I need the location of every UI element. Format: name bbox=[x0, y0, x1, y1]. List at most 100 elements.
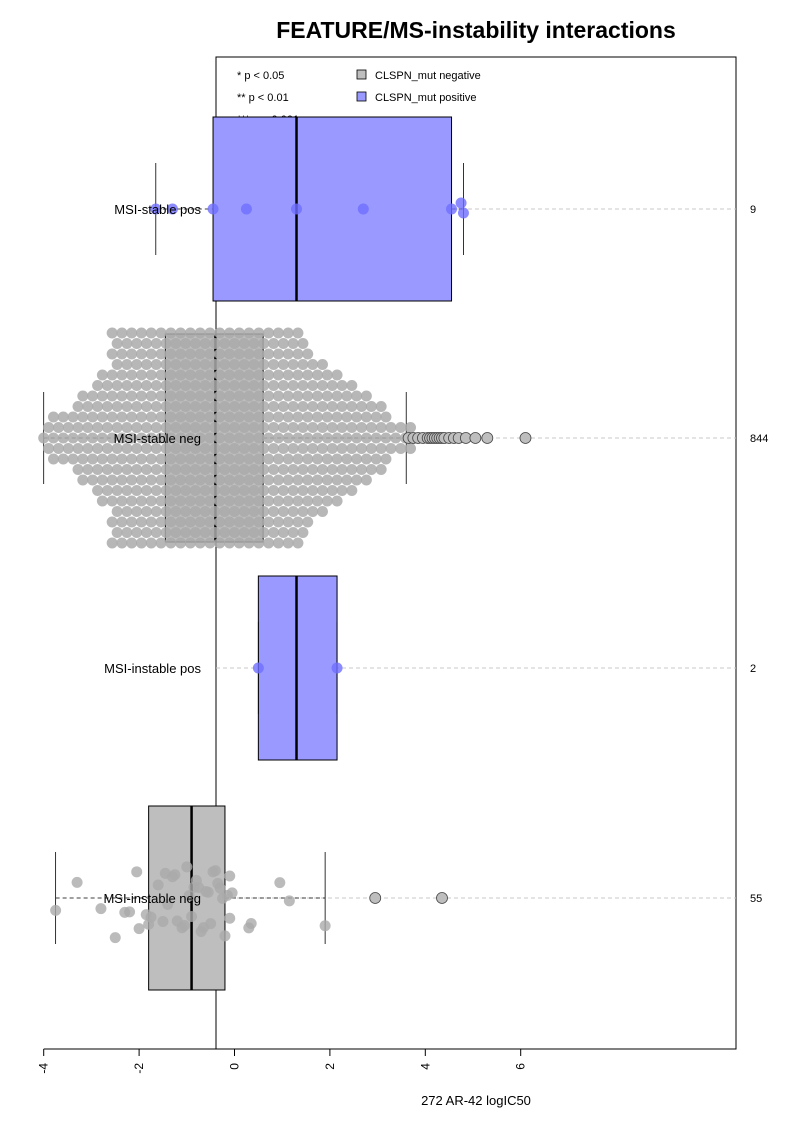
data-point bbox=[170, 527, 182, 538]
data-point bbox=[189, 401, 201, 412]
data-point bbox=[224, 870, 236, 882]
data-point bbox=[194, 348, 206, 360]
data-point bbox=[268, 401, 280, 412]
data-point bbox=[131, 380, 143, 391]
data-point bbox=[180, 359, 192, 370]
data-point bbox=[175, 411, 187, 423]
data-point bbox=[243, 411, 255, 423]
data-point bbox=[155, 348, 167, 360]
data-point bbox=[365, 401, 377, 412]
data-point bbox=[184, 411, 196, 423]
data-point bbox=[336, 464, 348, 475]
data-point bbox=[165, 537, 177, 549]
data-point bbox=[82, 422, 94, 433]
legend-swatch-positive bbox=[356, 91, 367, 102]
data-point bbox=[184, 474, 196, 486]
data-point bbox=[96, 495, 108, 507]
data-point bbox=[356, 443, 368, 454]
data-point bbox=[96, 453, 108, 465]
data-point bbox=[292, 411, 304, 423]
data-point bbox=[165, 474, 177, 486]
data-point bbox=[165, 453, 177, 465]
data-point bbox=[214, 495, 226, 507]
data-point bbox=[321, 432, 333, 444]
data-point bbox=[346, 380, 358, 391]
data-point bbox=[77, 453, 89, 465]
data-point bbox=[370, 453, 382, 465]
data-point bbox=[194, 474, 206, 486]
data-point bbox=[360, 411, 372, 423]
data-point bbox=[272, 432, 284, 444]
data-point bbox=[111, 338, 123, 349]
data-point bbox=[287, 422, 299, 433]
data-point bbox=[292, 495, 304, 507]
data-point bbox=[52, 422, 64, 433]
data-point bbox=[180, 464, 192, 475]
data-point bbox=[87, 432, 99, 444]
box bbox=[212, 116, 453, 302]
data-point bbox=[150, 464, 162, 475]
data-point bbox=[233, 432, 245, 444]
data-point bbox=[287, 401, 299, 412]
data-point bbox=[199, 380, 211, 391]
data-point bbox=[228, 506, 240, 517]
data-point bbox=[228, 380, 240, 391]
data-point bbox=[169, 869, 181, 881]
data-point bbox=[72, 422, 84, 433]
data-point bbox=[160, 527, 172, 538]
data-point bbox=[375, 443, 387, 454]
x-axis: -4 -2 0 2 4 6 bbox=[37, 1048, 528, 1074]
data-point bbox=[194, 369, 206, 381]
data-point bbox=[375, 422, 387, 433]
data-point bbox=[272, 369, 284, 381]
category-label: MSI-instable neg bbox=[103, 891, 201, 906]
data-point bbox=[92, 422, 104, 433]
data-point bbox=[316, 443, 328, 454]
data-point bbox=[181, 861, 193, 873]
data-point bbox=[331, 495, 343, 507]
data-point bbox=[287, 527, 299, 538]
data-point bbox=[268, 380, 280, 391]
data-point bbox=[121, 401, 133, 412]
data-point bbox=[326, 380, 338, 391]
data-point bbox=[131, 464, 143, 475]
data-point bbox=[209, 422, 221, 433]
data-point bbox=[219, 401, 231, 412]
data-point bbox=[194, 495, 206, 507]
data-point bbox=[253, 327, 265, 339]
data-point bbox=[346, 401, 358, 412]
data-point bbox=[145, 495, 157, 507]
data-point bbox=[204, 411, 216, 423]
data-point bbox=[321, 411, 333, 423]
data-point bbox=[282, 453, 294, 465]
data-point bbox=[214, 348, 226, 360]
data-point bbox=[165, 411, 177, 423]
data-point bbox=[233, 516, 245, 528]
data-point bbox=[311, 369, 323, 381]
data-point bbox=[243, 537, 255, 549]
data-point bbox=[258, 422, 270, 433]
data-point bbox=[316, 380, 328, 391]
data-point bbox=[405, 443, 417, 454]
data-point bbox=[96, 411, 108, 423]
data-point bbox=[145, 911, 157, 923]
data-point bbox=[311, 432, 323, 444]
data-point bbox=[116, 327, 128, 339]
data-point bbox=[145, 516, 157, 528]
data-point bbox=[302, 432, 314, 444]
data-point bbox=[183, 890, 195, 902]
data-point bbox=[204, 453, 216, 465]
data-point bbox=[165, 495, 177, 507]
data-point bbox=[170, 485, 182, 496]
data-point bbox=[253, 474, 265, 486]
data-point bbox=[101, 485, 113, 496]
data-point bbox=[321, 453, 333, 465]
data-point bbox=[253, 411, 265, 423]
data-point bbox=[38, 432, 50, 444]
data-point bbox=[101, 464, 113, 475]
data-point bbox=[228, 359, 240, 370]
data-point bbox=[446, 203, 458, 215]
data-point bbox=[243, 369, 255, 381]
data-point bbox=[175, 390, 187, 402]
data-point bbox=[248, 506, 260, 517]
